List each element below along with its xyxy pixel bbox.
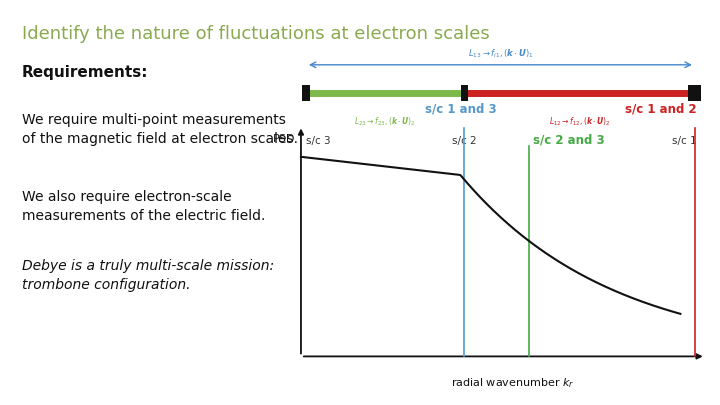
Text: Requirements:: Requirements: — [22, 65, 148, 80]
Text: s/c 2: s/c 2 — [452, 136, 477, 146]
Text: s/c 1 and 2: s/c 1 and 2 — [625, 102, 696, 115]
Text: Debye is a truly multi-scale mission:
trombone configuration.: Debye is a truly multi-scale mission: tr… — [22, 259, 274, 292]
Text: We require multi-point measurements
of the magnetic field at electron scales.: We require multi-point measurements of t… — [22, 113, 297, 146]
Text: s/c 1 and 3: s/c 1 and 3 — [425, 102, 497, 115]
Text: PSD: PSD — [273, 134, 295, 144]
Text: $L_{13} \to f_{i1}, (\boldsymbol{k} \cdot \boldsymbol{U})_1$: $L_{13} \to f_{i1}, (\boldsymbol{k} \cdo… — [467, 47, 534, 60]
Text: s/c 3: s/c 3 — [306, 136, 330, 146]
Text: $L_{12} \to f_{12}, (\boldsymbol{k} \cdot \boldsymbol{U})_2$: $L_{12} \to f_{12}, (\boldsymbol{k} \cdo… — [549, 115, 611, 128]
Bar — [461, 85, 468, 101]
Text: We also require electron-scale
measurements of the electric field.: We also require electron-scale measureme… — [22, 190, 265, 223]
Text: radial wavenumber $k_r$: radial wavenumber $k_r$ — [451, 377, 574, 390]
Text: s/c 1: s/c 1 — [672, 136, 697, 146]
Bar — [688, 85, 701, 101]
Text: $L_{23} \to f_{23}, (\boldsymbol{k} \cdot \boldsymbol{U})_2$: $L_{23} \to f_{23}, (\boldsymbol{k} \cdo… — [354, 115, 416, 128]
Bar — [302, 85, 310, 101]
Text: s/c 2 and 3: s/c 2 and 3 — [533, 134, 604, 147]
Text: Identify the nature of fluctuations at electron scales: Identify the nature of fluctuations at e… — [22, 26, 490, 43]
